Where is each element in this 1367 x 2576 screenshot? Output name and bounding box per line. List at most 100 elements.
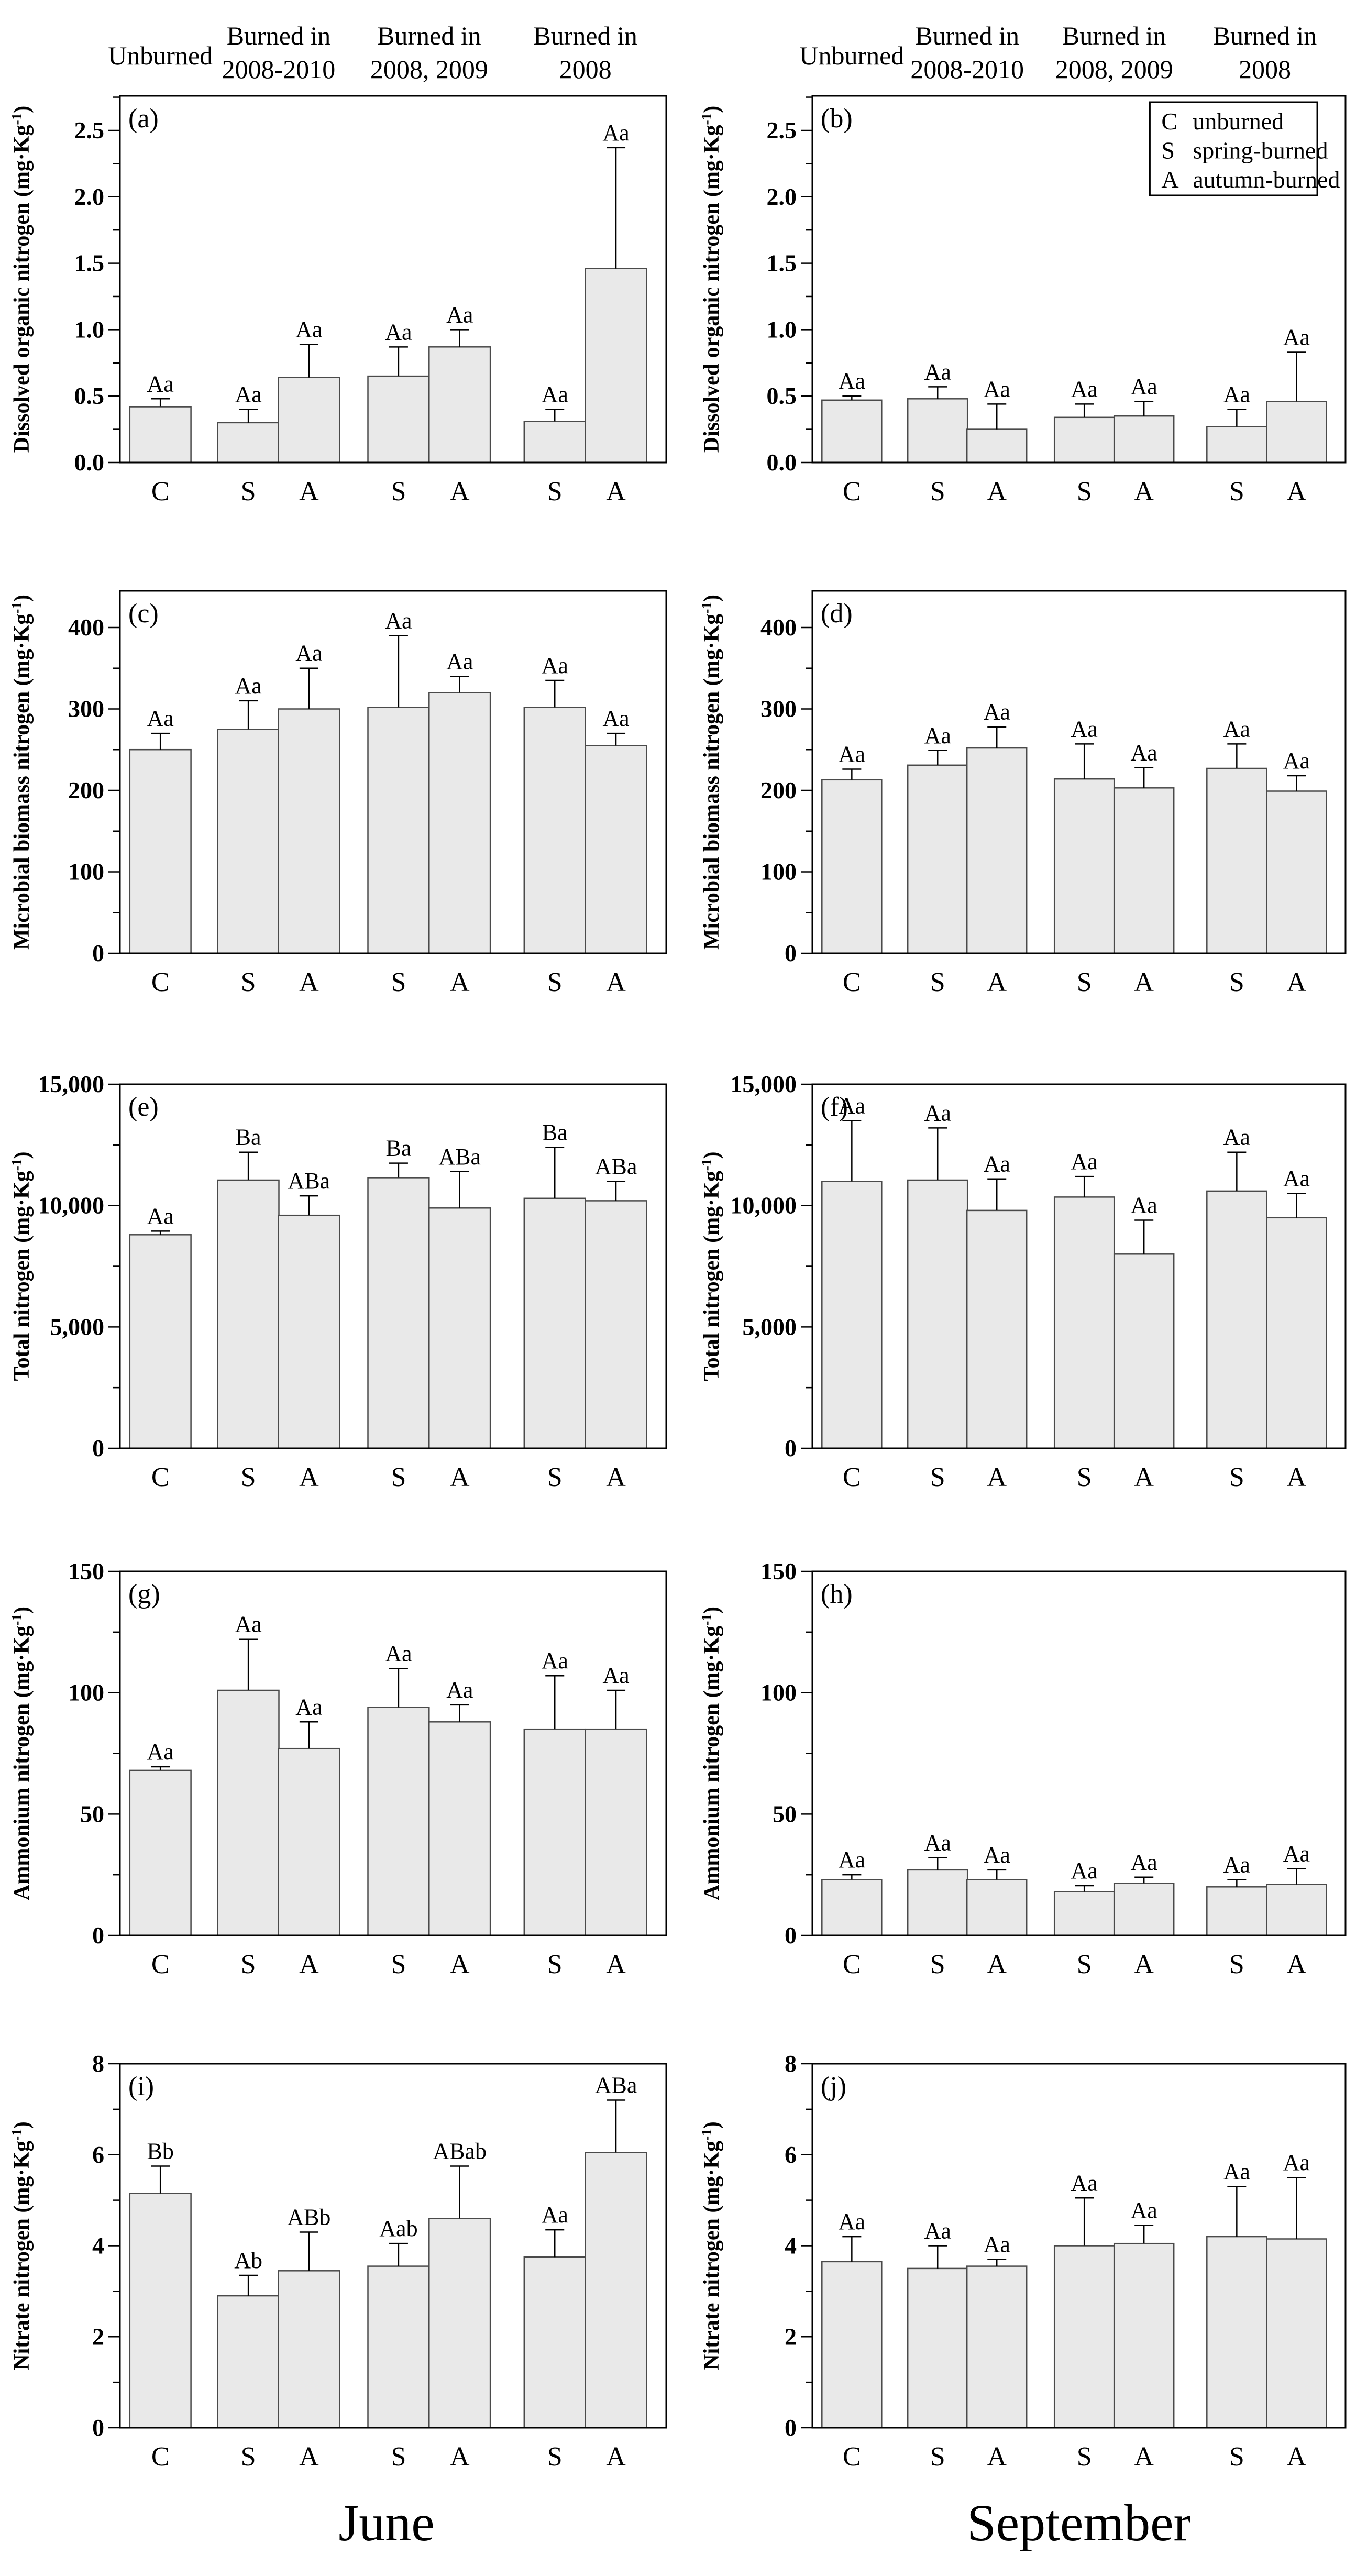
x-category-label: S xyxy=(930,1950,945,1979)
sig-label: Aa xyxy=(924,1830,951,1856)
x-category-label: A xyxy=(1134,1462,1154,1492)
x-category-label: A xyxy=(450,2442,470,2472)
y-tick-label: 400 xyxy=(68,614,104,641)
bar xyxy=(1113,2242,1175,2429)
x-category-label: A xyxy=(299,967,319,997)
sig-label: Aa xyxy=(1283,1841,1310,1867)
y-tick-label: 2 xyxy=(785,2323,797,2350)
y-tick-label: 200 xyxy=(760,777,797,803)
bar xyxy=(585,1200,647,1449)
x-category-label: A xyxy=(1134,1950,1154,1979)
y-tick-label: 2.0 xyxy=(767,183,797,210)
sig-label: Aa xyxy=(984,376,1010,402)
panel-e: 0 5,000 10,000 15,000 Aa Ba ABa Ba ABa Ba ABa C S A S A… xyxy=(9,1071,667,1492)
sig-label: ABa xyxy=(595,2073,637,2098)
bar xyxy=(966,1209,1028,1449)
bar xyxy=(821,2261,883,2429)
panel-letter: (e) xyxy=(128,1092,159,1122)
bar xyxy=(585,1728,647,1936)
x-category-label: A xyxy=(450,1950,470,1979)
sig-label: Aa xyxy=(984,1151,1010,1177)
sig-label: Aa xyxy=(385,319,412,345)
sig-label: Aa xyxy=(984,2232,1010,2258)
sig-label: Aa xyxy=(1071,2170,1098,2196)
sig-label: Aa xyxy=(235,382,261,408)
panel-f: 0 5,000 10,000 15,000 Aa Aa Aa Aa Aa Aa Aa C S A S A S A (… xyxy=(699,1071,1347,1492)
x-category-label: A xyxy=(1287,967,1307,997)
x-category-label: S xyxy=(241,1950,256,1979)
x-category-label: S xyxy=(547,967,563,997)
y-tick-label: 200 xyxy=(68,777,104,803)
y-tick-label: 0 xyxy=(92,1922,104,1948)
x-category-label: S xyxy=(547,2442,563,2472)
x-category-label: S xyxy=(930,1462,945,1492)
legend-box xyxy=(1149,101,1318,196)
x-category-label: S xyxy=(930,2442,945,2472)
bar xyxy=(129,1234,192,1449)
sig-label: Aa xyxy=(295,641,322,666)
y-tick-label: 6 xyxy=(785,2141,797,2168)
sig-label: Aa xyxy=(446,648,473,674)
y-tick-label: 0.0 xyxy=(74,449,105,476)
y-tick-label: 0 xyxy=(785,1922,797,1948)
y-axis-title: Ammonium nitrogen (mg·Kg-1) xyxy=(9,1606,34,1900)
column-header-line: Burned in xyxy=(377,21,481,50)
bar xyxy=(1266,790,1327,954)
x-category-label: S xyxy=(391,967,406,997)
x-category-label: A xyxy=(450,477,470,507)
column-header-line: Burned in xyxy=(226,21,331,50)
x-category-label: A xyxy=(1287,1462,1307,1492)
x-category-label: S xyxy=(1077,1950,1092,1979)
bar xyxy=(1053,1196,1115,1449)
column-header-right-3: Burned in 2008 xyxy=(1165,3,1364,86)
x-category-label: A xyxy=(1134,967,1154,997)
panel-letter: (d) xyxy=(821,599,853,629)
bar xyxy=(585,268,647,464)
x-category-label: S xyxy=(391,477,406,507)
y-tick-label: 6 xyxy=(92,2141,104,2168)
plot-frame xyxy=(119,95,667,464)
sig-label: Aa xyxy=(839,742,865,767)
x-category-label: S xyxy=(391,1950,406,1979)
x-category-label: C xyxy=(843,2442,861,2472)
x-category-label: C xyxy=(151,1950,170,1979)
y-tick-label: 4 xyxy=(92,2232,104,2259)
bar xyxy=(217,1179,280,1449)
bar xyxy=(217,1689,280,1936)
panel-c: 0 100 200 300 400 Aa Aa Aa Aa Aa Aa Aa C S A S A S A (c) Mic… xyxy=(9,590,667,997)
plot-frame xyxy=(811,95,1347,464)
y-tick-label: 2.5 xyxy=(74,117,105,144)
bar xyxy=(217,729,280,954)
y-tick-label: 2.0 xyxy=(74,183,105,210)
column-header-line: 2008-2010 xyxy=(222,54,336,84)
bar xyxy=(367,1707,430,1936)
bar xyxy=(585,2152,647,2429)
bar xyxy=(907,1179,968,1449)
x-category-label: S xyxy=(1077,1462,1092,1492)
y-tick-label: 1.0 xyxy=(767,316,797,343)
month-label-june: June xyxy=(338,2494,435,2552)
x-category-label: S xyxy=(391,1462,406,1492)
sig-label: Aa xyxy=(1283,2150,1310,2175)
legend-label: unburned xyxy=(1193,108,1284,135)
bar xyxy=(129,1769,192,1936)
y-tick-label: 0.0 xyxy=(767,449,797,476)
y-axis-title: Microbial biomass nitrogen (mg·Kg-1) xyxy=(9,595,34,950)
y-tick-label: 100 xyxy=(760,1679,797,1706)
y-axis-title: Microbial biomass nitrogen (mg·Kg-1) xyxy=(699,595,724,950)
panel-letter: (i) xyxy=(128,2072,154,2101)
bar xyxy=(1113,1253,1175,1449)
x-category-label: S xyxy=(241,1462,256,1492)
bar xyxy=(907,1869,968,1936)
bar xyxy=(1206,767,1267,954)
bar xyxy=(821,1181,883,1449)
sig-label: Aa xyxy=(602,1663,629,1688)
bar xyxy=(821,1879,883,1936)
x-category-label: A xyxy=(450,1462,470,1492)
column-header-line: 2008-2010 xyxy=(910,54,1024,84)
sig-label: Aa xyxy=(602,120,629,146)
y-tick-label: 0 xyxy=(92,2414,104,2441)
y-tick-label: 50 xyxy=(773,1800,797,1827)
bar xyxy=(428,1721,491,1936)
